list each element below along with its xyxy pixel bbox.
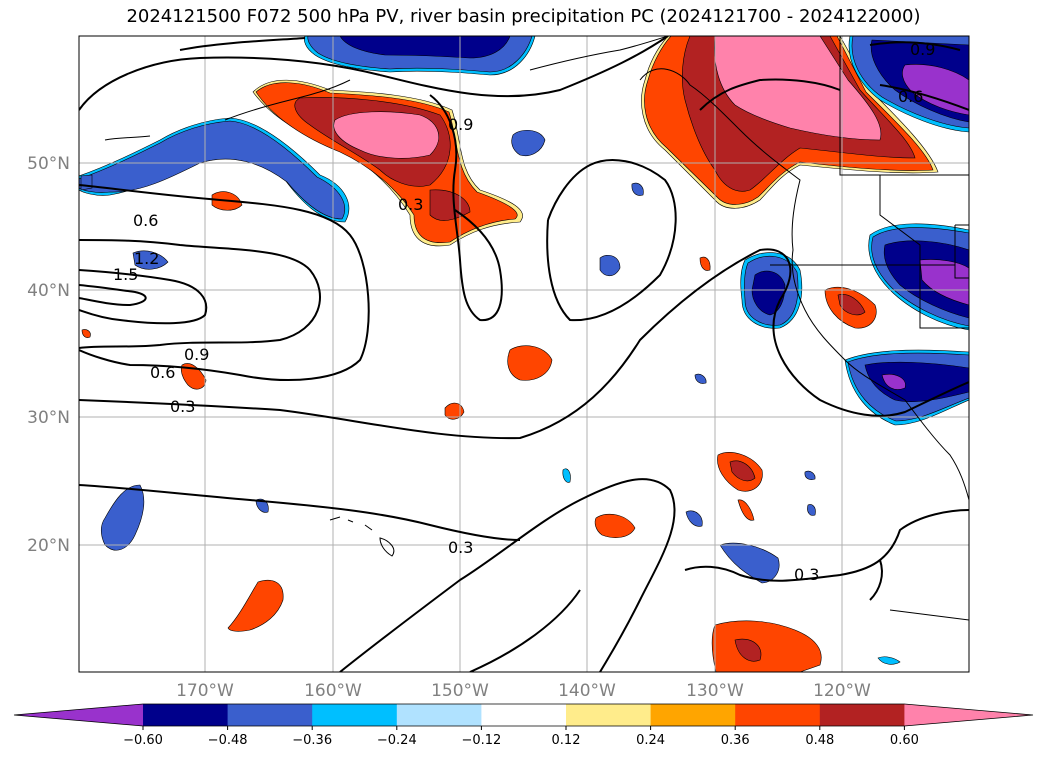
contour-label: 0.6	[898, 87, 923, 106]
colorbar-tick-label: 0.60	[890, 733, 919, 748]
colorbar-segment	[735, 704, 821, 726]
colorbar-segment	[650, 704, 736, 726]
negative-region	[339, 36, 511, 59]
colorbar-segment	[481, 704, 567, 726]
contour-label: 0.3	[398, 195, 423, 214]
lat-label: 50°N	[27, 154, 70, 174]
positive-region	[594, 513, 636, 538]
positive-region	[333, 111, 439, 159]
contour-label: 0.9	[448, 115, 473, 134]
colorbar: −0.60 −0.48 −0.36 −0.24 −0.12 0.12 0.24 0.36 0.4…	[13, 703, 1034, 748]
positive-region	[444, 402, 465, 420]
positive-region	[507, 345, 553, 381]
map-frame	[78, 35, 970, 673]
positive-region	[711, 620, 822, 672]
positive-region	[81, 329, 91, 338]
negative-region	[79, 120, 346, 220]
lon-label: 150°W	[431, 681, 489, 701]
contour-label: 0.3	[170, 397, 195, 416]
colorbar-segment	[566, 704, 652, 726]
coastlines	[104, 36, 969, 621]
negative-region	[919, 259, 969, 306]
positive-region	[180, 363, 207, 390]
negative-region	[562, 468, 571, 483]
negative-region	[511, 130, 546, 157]
longitude-axis: 170°W 160°W 150°W 140°W 130°W 120°W	[176, 681, 871, 701]
latitude-axis: 50°N 40°N 30°N 20°N	[27, 154, 70, 556]
contour-label: 0.3	[448, 538, 473, 557]
colorbar-segment	[227, 704, 313, 726]
colorbar-tick-label: 0.12	[552, 733, 581, 748]
contour-label: 0.6	[133, 211, 158, 230]
contour-label: 0.3	[794, 565, 819, 584]
lat-label: 30°N	[27, 408, 70, 428]
colorbar-segment	[14, 704, 143, 726]
negative-region	[255, 498, 269, 513]
negative-region	[877, 656, 901, 665]
contour-label: 1.2	[134, 249, 159, 268]
contour-label: 1.5	[113, 265, 138, 284]
positive-region	[227, 580, 284, 632]
positive-region	[734, 638, 762, 662]
lon-label: 160°W	[304, 681, 362, 701]
gridlines	[79, 36, 969, 672]
colorbar-tick-label: 0.24	[636, 733, 665, 748]
contour-label: 0.6	[150, 363, 175, 382]
negative-region	[751, 270, 786, 316]
colorbar-tick-label: −0.48	[208, 733, 248, 748]
lon-label: 120°W	[813, 681, 871, 701]
negative-region	[902, 64, 969, 116]
colorbar-segment	[819, 704, 905, 726]
positive-region	[837, 294, 866, 316]
pv-contours	[79, 36, 969, 672]
colorbar-tick-label: 0.36	[721, 733, 750, 748]
contour-label: 0.9	[184, 345, 209, 364]
colorbar-tick-label: −0.36	[292, 733, 332, 748]
lon-label: 170°W	[176, 681, 234, 701]
map-title: 2024121500 F072 500 hPa PV, river basin …	[126, 6, 921, 27]
lon-label: 140°W	[558, 681, 616, 701]
lat-label: 40°N	[27, 281, 70, 301]
lon-label: 130°W	[686, 681, 744, 701]
negative-region	[132, 250, 169, 270]
colorbar-segment	[143, 704, 229, 726]
negative-region	[807, 504, 816, 516]
negative-region	[881, 373, 906, 390]
negative-region	[631, 182, 644, 196]
negative-region	[804, 470, 816, 480]
colorbar-tick-label: −0.24	[377, 733, 417, 748]
colorbar-segment	[904, 704, 1033, 726]
colorbar-tick-label: 0.48	[805, 733, 834, 748]
colorbar-segment	[312, 704, 398, 726]
negative-region	[685, 510, 703, 527]
map-panel: 0.6 1.2 1.5 0.9 0.6 0.3 0.3 0.9 0.9 0.6 …	[79, 36, 969, 672]
precipitation-shading	[79, 36, 969, 672]
positive-region	[729, 460, 756, 482]
negative-region	[80, 174, 93, 191]
colorbar-segment	[396, 704, 482, 726]
positive-region	[737, 499, 755, 521]
lat-label: 20°N	[27, 536, 70, 556]
negative-region	[599, 255, 621, 277]
negative-region	[694, 373, 707, 384]
positive-region	[699, 256, 711, 271]
contour-label: 0.9	[910, 40, 935, 59]
contour-labels: 0.6 1.2 1.5 0.9 0.6 0.3 0.3 0.9 0.9 0.6 …	[113, 40, 935, 584]
colorbar-tick-label: −0.60	[123, 733, 163, 748]
colorbar-tick-label: −0.12	[461, 733, 501, 748]
